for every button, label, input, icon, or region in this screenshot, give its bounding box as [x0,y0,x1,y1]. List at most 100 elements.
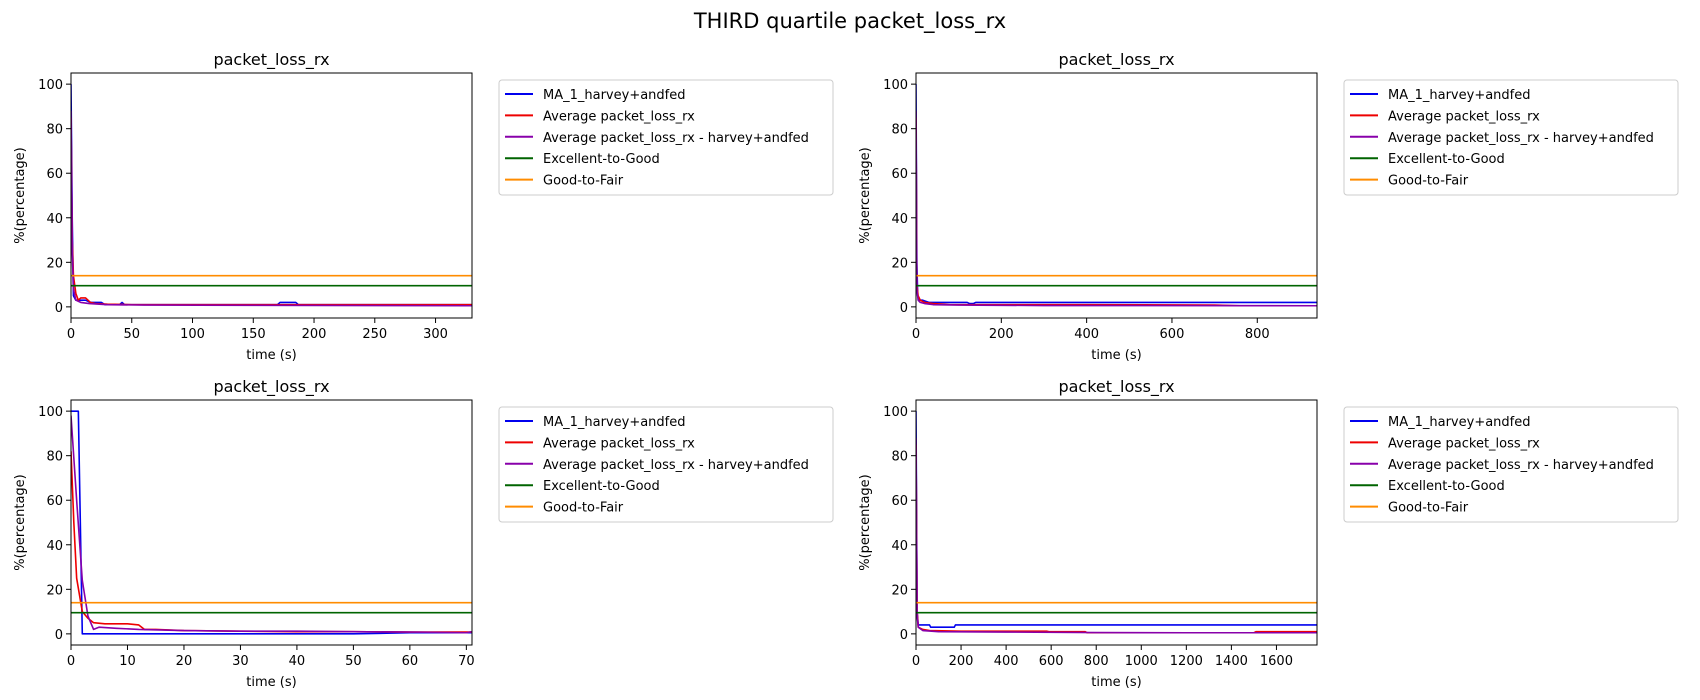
y-axis-label: %(percentage) [13,147,28,244]
x-tick-label: 800 [1084,654,1109,669]
legend: MA_1_harvey+andfed Average packet_loss_rx… [498,406,834,523]
x-tick-label: 200 [949,654,974,669]
x-tick-label: 200 [989,327,1014,342]
y-tick-label: 80 [46,123,63,138]
x-tick-label: 0 [67,654,75,669]
x-tick-label: 600 [1160,327,1185,342]
y-tick-label: 0 [900,628,908,643]
axes-frame [915,72,1318,319]
x-tick-label: 100 [180,327,205,342]
legend-label-4: Excellent-to-Good [543,479,660,494]
legend-label-5: Good-to-Fair [1388,501,1469,516]
y-tick-label: 0 [55,628,63,643]
axes-frame [70,399,473,646]
y-tick-label: 0 [900,301,908,316]
subplot-1: packet_loss_rx 0 50 100 150 200 250 300 0 20 40 60 8… [13,50,834,363]
legend-label-5: Good-to-Fair [543,174,624,189]
y-tick-label: 60 [891,167,908,182]
subplot-title: packet_loss_rx [213,377,329,397]
x-tick-label: 1200 [1170,654,1203,669]
x-tick-label: 10 [119,654,136,669]
x-tick-label: 250 [362,327,387,342]
x-tick-label: 70 [458,654,475,669]
legend-label-3: Average packet_loss_rx - harvey+andfed [1388,458,1654,473]
x-tick-label: 1000 [1125,654,1158,669]
y-tick-label: 80 [46,450,63,465]
legend-label-3: Average packet_loss_rx - harvey+andfed [543,458,809,473]
legend: MA_1_harvey+andfed Average packet_loss_rx… [1343,79,1679,196]
y-tick-label: 0 [55,301,63,316]
legend-label-3: Average packet_loss_rx - harvey+andfed [1388,131,1654,146]
series-group [71,84,472,307]
x-tick-label: 50 [345,654,362,669]
y-tick-label: 100 [883,78,908,93]
y-tick-label: 40 [46,539,63,554]
legend: MA_1_harvey+andfed Average packet_loss_rx… [1343,406,1679,523]
x-tick-label: 150 [241,327,266,342]
y-tick-label: 40 [891,539,908,554]
legend-label-4: Excellent-to-Good [543,152,660,167]
x-tick-label: 60 [402,654,419,669]
y-tick-label: 60 [891,494,908,509]
x-tick-label: 600 [1039,654,1064,669]
y-tick-label: 100 [38,405,63,420]
x-tick-label: 40 [289,654,306,669]
axes-frame [915,399,1318,646]
series-group [916,84,1317,307]
y-axis-label: %(percentage) [13,474,28,571]
subplot-2: packet_loss_rx 0 200 400 600 800 0 20 40 60 80 100 t… [858,50,1679,363]
subplot-4: packet_loss_rx0 200 400 600 800 1000 1200 1400 1… [858,377,1679,690]
y-tick-label: 60 [46,494,63,509]
legend-label-4: Excellent-to-Good [1388,479,1505,494]
x-tick-label: 800 [1245,327,1270,342]
y-tick-label: 80 [891,123,908,138]
x-axis-label: time (s) [1091,348,1141,363]
y-tick-label: 20 [46,256,63,271]
x-tick-label: 50 [123,327,140,342]
y-axis-label: %(percentage) [858,474,873,571]
x-tick-label: 300 [423,327,448,342]
legend: MA_1_harvey+andfed Average packet_loss_rx… [498,79,834,196]
x-tick-label: 1600 [1260,654,1293,669]
legend-label-2: Average packet_loss_rx [1388,436,1540,451]
x-axis-label: time (s) [1091,675,1141,690]
x-tick-label: 0 [912,654,920,669]
y-tick-label: 100 [38,78,63,93]
legend-box [1343,79,1679,196]
legend-label-1: MA_1_harvey+andfed [543,88,686,103]
legend-label-4: Excellent-to-Good [1388,152,1505,167]
y-tick-label: 80 [891,450,908,465]
series-group [916,411,1317,634]
y-tick-label: 40 [46,212,63,227]
y-tick-label: 20 [891,256,908,271]
series-line-3 [916,110,1317,307]
legend-label-5: Good-to-Fair [543,501,624,516]
subplot-title: packet_loss_rx [1058,50,1174,70]
legend-label-1: MA_1_harvey+andfed [1388,415,1531,430]
x-axis-label: time (s) [246,675,296,690]
legend-box [1343,406,1679,523]
legend-label-5: Good-to-Fair [1388,174,1469,189]
subplot-title: packet_loss_rx [1058,377,1174,397]
legend-box [498,406,834,523]
x-tick-label: 0 [67,327,75,342]
x-tick-label: 400 [994,654,1019,669]
x-tick-label: 200 [302,327,327,342]
subplot-title: packet_loss_rx [213,50,329,70]
subplot-3: packet_loss_rx 0 10 20 30 40 50 60 70 0 20 40 60 80 10… [13,377,834,690]
y-tick-label: 60 [46,167,63,182]
legend-label-3: Average packet_loss_rx - harvey+andfed [543,131,809,146]
y-axis-label: %(percentage) [858,147,873,244]
series-group [71,410,472,635]
x-tick-label: 0 [912,327,920,342]
legend-label-2: Average packet_loss_rx [1388,109,1540,124]
series-line-3 [916,437,1317,634]
subplots-container: packet_loss_rx0 50 100 150 200 250 30002040608… [13,50,1679,690]
legend-label-2: Average packet_loss_rx [543,436,695,451]
x-axis-label: time (s) [246,348,296,363]
y-tick-label: 100 [883,405,908,420]
x-tick-label: 20 [176,654,193,669]
legend-box [498,79,834,196]
x-tick-label: 30 [232,654,249,669]
